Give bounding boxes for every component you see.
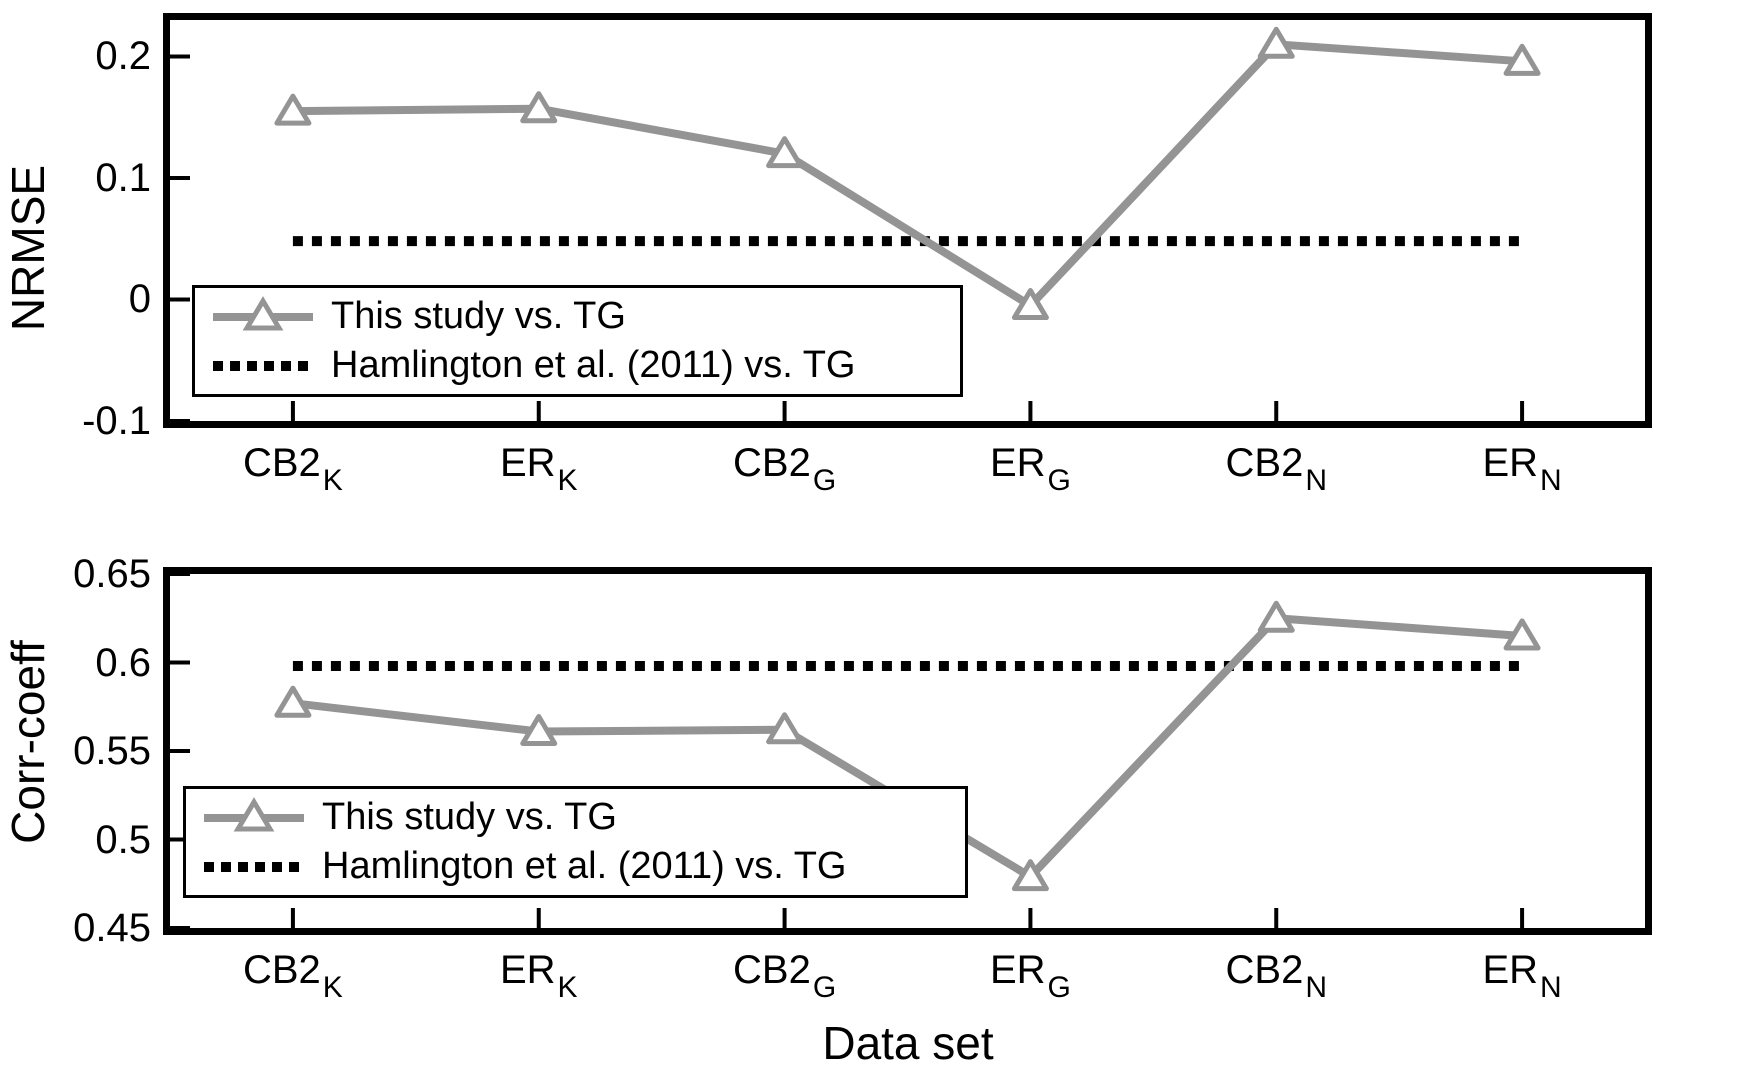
x-tick-label: CB2N	[1156, 441, 1396, 496]
axes-frame	[163, 13, 1652, 428]
category-main-text: CB2	[1225, 441, 1304, 485]
category-main-text: CB2	[733, 441, 811, 485]
category-main-text: ER	[499, 441, 556, 485]
triangle-marker	[1257, 26, 1295, 59]
dotted-line-sample-icon	[213, 360, 313, 371]
triangle-marker-icon	[233, 796, 275, 831]
legend-row-series: This study vs. TG	[204, 793, 947, 842]
category-subscript: N	[1305, 971, 1327, 1004]
category-subscript: G	[812, 464, 837, 497]
y-tick-label: 0.45	[73, 906, 151, 950]
category-subscript: K	[557, 464, 578, 497]
legend-row-reference: Hamlington et al. (2011) vs. TG	[204, 842, 947, 891]
x-tick-label: CB2G	[665, 441, 905, 496]
nrmse-legend: This study vs. TG Hamlington et al. (201…	[192, 285, 963, 397]
y-tick-label: 0.65	[73, 552, 151, 596]
legend-reference-label: Hamlington et al. (2011) vs. TG	[331, 343, 856, 386]
x-tick-label: CB2K	[173, 948, 413, 1003]
legend-row-reference: Hamlington et al. (2011) vs. TG	[213, 341, 942, 390]
x-axis-label: Data set	[822, 1017, 994, 1069]
triangle-marker	[274, 685, 312, 718]
triangle-marker	[520, 714, 558, 747]
x-tick-label: ERN	[1402, 948, 1642, 1003]
y-tick-label: 0.1	[95, 155, 151, 200]
y-tick-label: 0.55	[73, 729, 151, 773]
x-tick-label: ERN	[1402, 441, 1642, 496]
category-subscript: G	[1047, 971, 1071, 1004]
corr-coeff-legend: This study vs. TG Hamlington et al. (201…	[183, 786, 968, 898]
category-main-text: ER	[989, 948, 1046, 992]
category-main-text: CB2	[242, 948, 321, 992]
triangle-marker	[520, 91, 558, 124]
x-tick-label: ERK	[419, 948, 659, 1003]
category-subscript: N	[1540, 971, 1562, 1004]
nrmse-plot-area: This study vs. TG Hamlington et al. (201…	[163, 13, 1652, 428]
triangle-marker	[1011, 859, 1049, 892]
triangle-marker	[274, 93, 312, 126]
legend-series-label: This study vs. TG	[331, 294, 626, 337]
category-subscript: K	[322, 464, 343, 497]
category-main-text: ER	[499, 948, 556, 992]
legend-reference-label: Hamlington et al. (2011) vs. TG	[322, 844, 847, 887]
category-main-text: CB2	[1225, 948, 1304, 992]
triangle-marker	[766, 136, 804, 169]
triangle-marker	[1011, 288, 1049, 321]
category-subscript: N	[1305, 464, 1327, 497]
triangle-marker-icon	[242, 295, 284, 330]
y-tick-label: 0.6	[95, 640, 151, 685]
category-subscript: N	[1540, 464, 1562, 497]
triangle-marker	[1503, 43, 1541, 76]
triangle-marker	[1257, 600, 1295, 633]
x-tick-label: ERG	[910, 441, 1150, 496]
category-subscript: K	[322, 971, 343, 1004]
x-tick-label: ERK	[419, 441, 659, 496]
x-tick-label: CB2K	[173, 441, 413, 496]
category-main-text: CB2	[242, 441, 321, 485]
legend-row-series: This study vs. TG	[213, 292, 942, 341]
x-tick-label: CB2N	[1156, 948, 1396, 1003]
y-tick-label: 0.2	[95, 34, 151, 79]
category-main-text: ER	[989, 441, 1046, 485]
x-tick-label: ERG	[910, 948, 1150, 1003]
dotted-line-sample-icon	[204, 861, 304, 872]
series-line-sample-icon	[213, 295, 313, 330]
nrmse-chart-canvas	[163, 13, 1652, 428]
series-line	[292, 40, 1523, 310]
axes-frame	[163, 567, 1652, 935]
corr-coeff-plot-area: This study vs. TG Hamlington et al. (201…	[163, 567, 1652, 935]
triangle-marker	[1503, 618, 1541, 651]
legend-series-label: This study vs. TG	[322, 795, 617, 838]
y-tick-label: 0.5	[95, 817, 151, 862]
category-subscript: K	[557, 971, 578, 1004]
x-tick-label: CB2G	[665, 948, 905, 1003]
y-tick-label: -0.1	[82, 399, 151, 443]
series-line-sample-icon	[204, 796, 304, 831]
category-subscript: G	[1047, 464, 1071, 497]
category-main-text: ER	[1482, 948, 1539, 992]
category-main-text: CB2	[733, 948, 811, 992]
category-subscript: G	[812, 971, 837, 1004]
triangle-marker	[766, 712, 804, 745]
y-tick-label: 0	[128, 277, 151, 322]
category-main-text: ER	[1482, 441, 1539, 485]
